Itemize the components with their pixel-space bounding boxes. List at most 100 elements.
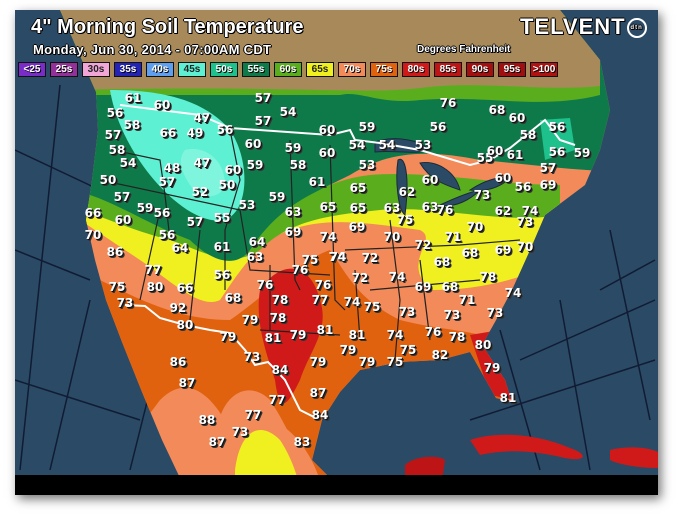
temperature-value: 77 xyxy=(144,263,162,277)
temperature-value: 61 xyxy=(213,240,231,254)
temperature-value: 77 xyxy=(244,408,262,422)
temperature-value: 63 xyxy=(284,205,302,219)
temperature-value: 59 xyxy=(358,120,376,134)
temperature-value: 71 xyxy=(444,230,462,244)
temperature-value: 72 xyxy=(351,271,369,285)
legend-item: 65s xyxy=(306,62,334,77)
temperature-value: 49 xyxy=(186,126,204,140)
temperature-value: 79 xyxy=(241,313,259,327)
temperature-value: 80 xyxy=(474,338,492,352)
temperature-value: 80 xyxy=(176,318,194,332)
temperature-value: 87 xyxy=(309,386,327,400)
temperature-value: 64 xyxy=(171,241,189,255)
temperature-value: 69 xyxy=(539,178,557,192)
temperature-value: 75 xyxy=(301,253,319,267)
map-title: 4" Morning Soil Temperature xyxy=(31,16,304,38)
temperature-value: 76 xyxy=(436,203,454,217)
legend-item: <25 xyxy=(18,62,46,77)
temperature-value: 73 xyxy=(243,350,261,364)
legend-item: 60s xyxy=(274,62,302,77)
temperature-value: 65 xyxy=(349,201,367,215)
dtn-logo-icon: dtn xyxy=(626,18,647,39)
units-label: Degrees Fahrenheit xyxy=(417,44,511,55)
temperature-value: 84 xyxy=(311,408,329,422)
legend-item: 25s xyxy=(50,62,78,77)
temperature-value: 60 xyxy=(318,123,336,137)
legend-item: 50s xyxy=(210,62,238,77)
temperature-value: 47 xyxy=(193,111,211,125)
temperature-value: 69 xyxy=(348,220,366,234)
temperature-value: 56 xyxy=(514,180,532,194)
temperature-value: 73 xyxy=(473,188,491,202)
temperature-value: 81 xyxy=(348,328,366,342)
temperature-value: 53 xyxy=(358,158,376,172)
hispaniola xyxy=(610,447,658,468)
temperature-value: 79 xyxy=(358,355,376,369)
legend-item: 90s xyxy=(466,62,494,77)
graticule xyxy=(15,84,656,471)
temperature-value: 56 xyxy=(429,120,447,134)
temperature-value: 92 xyxy=(169,301,187,315)
temperature-value: 66 xyxy=(176,281,194,295)
temperature-value: 65 xyxy=(319,200,337,214)
temperature-value: 75 xyxy=(396,213,414,227)
temperature-value: 53 xyxy=(414,138,432,152)
temperature-value: 73 xyxy=(516,215,534,229)
temperature-value: 61 xyxy=(124,91,142,105)
temperature-value: 55 xyxy=(213,211,231,225)
temperature-value: 59 xyxy=(573,146,591,160)
temperature-value: 78 xyxy=(448,330,466,344)
legend-item: 85s xyxy=(434,62,462,77)
temperature-value: 57 xyxy=(254,91,272,105)
temperature-value: 54 xyxy=(119,156,137,170)
temperature-value: 79 xyxy=(309,355,327,369)
temperature-value: 82 xyxy=(431,348,449,362)
temperature-value: 60 xyxy=(421,173,439,187)
temperature-value: 72 xyxy=(414,238,432,252)
temperature-value: 56 xyxy=(106,106,124,120)
temperature-value: 60 xyxy=(224,163,242,177)
temperature-value: 70 xyxy=(84,228,102,242)
temperature-value: 59 xyxy=(136,201,154,215)
temperature-value: 79 xyxy=(483,361,501,375)
great-lakes xyxy=(374,138,512,216)
temperature-value: 78 xyxy=(479,270,497,284)
temperature-value: 64 xyxy=(248,235,266,249)
temperature-value: 73 xyxy=(231,425,249,439)
temperature-value: 57 xyxy=(254,114,272,128)
temperature-value: 76 xyxy=(256,278,274,292)
soil-temperature-map: 61 60 56 58 57 66 49 47 56 57 54 57 60 58 54 48 47 60 59 60… xyxy=(15,10,658,495)
bottom-bar xyxy=(15,475,658,495)
temperature-value: 61 xyxy=(506,148,524,162)
temperature-value: 74 xyxy=(386,328,404,342)
temperature-value: 54 xyxy=(348,138,366,152)
legend-item: 75s xyxy=(370,62,398,77)
temperature-value: 56 xyxy=(548,145,566,159)
temperature-value: 60 xyxy=(114,213,132,227)
state-borders xyxy=(99,129,521,361)
temperature-value: 74 xyxy=(521,204,539,218)
legend-item: 95s xyxy=(498,62,526,77)
temperature-value: 63 xyxy=(383,201,401,215)
temperature-value: 76 xyxy=(424,325,442,339)
temperature-value: 70 xyxy=(466,220,484,234)
us-mexico-border xyxy=(124,304,321,421)
temperature-value: 80 xyxy=(146,280,164,294)
temperature-value: 59 xyxy=(284,141,302,155)
temperature-value: 87 xyxy=(178,376,196,390)
legend-item: 40s xyxy=(146,62,174,77)
temperature-value: 68 xyxy=(224,291,242,305)
temperature-value: 75 xyxy=(399,343,417,357)
temperature-value: 76 xyxy=(314,278,332,292)
legend-item: 80s xyxy=(402,62,430,77)
logo-text: TELVENT xyxy=(520,14,626,39)
temperature-value: 73 xyxy=(398,305,416,319)
temperature-value: 73 xyxy=(443,308,461,322)
temperature-value: 62 xyxy=(398,185,416,199)
temperature-value: 71 xyxy=(458,293,476,307)
temperature-value: 86 xyxy=(169,355,187,369)
temperature-value: 76 xyxy=(291,263,309,277)
temperature-value: 50 xyxy=(99,173,117,187)
temperature-value: 79 xyxy=(219,330,237,344)
temperature-value: 57 xyxy=(186,215,204,229)
